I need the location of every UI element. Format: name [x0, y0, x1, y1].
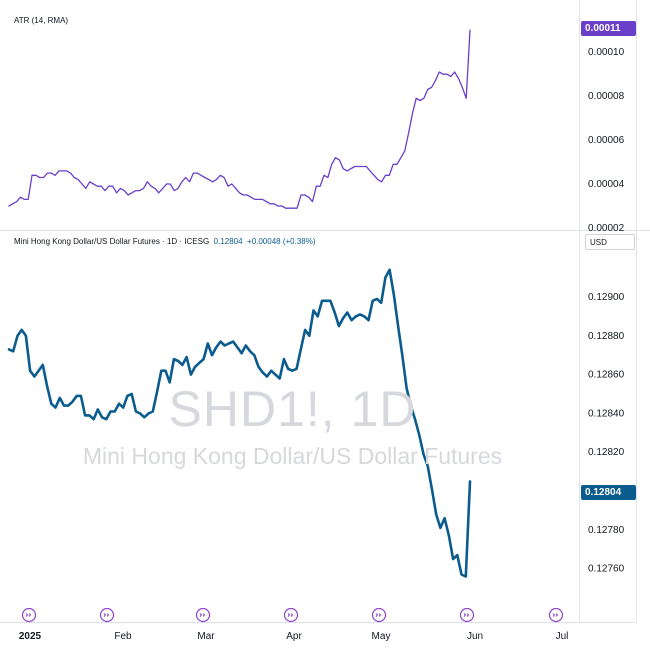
atr-axis-tick-label: 0.00006	[588, 135, 625, 146]
atr-price-axis[interactable]: 0.00010 0.00008 0.00006 0.00004 0.00002	[588, 47, 625, 234]
time-axis-label: Mar	[197, 631, 215, 642]
change-legend: +0.00048 (+0.38%)	[247, 237, 316, 246]
time-axis-label: 2025	[19, 631, 42, 642]
price-last-value-tag: 0.12804	[581, 485, 636, 500]
price-line	[7, 268, 472, 578]
currency-button[interactable]: USD	[585, 234, 635, 250]
atr-line	[8, 29, 471, 209]
atr-axis-tick-label: 0.00004	[588, 179, 625, 190]
time-axis-label: Jul	[556, 631, 569, 642]
event-icon[interactable]	[283, 607, 299, 623]
event-icon[interactable]	[195, 607, 211, 623]
event-icon[interactable]	[459, 607, 475, 623]
event-icon[interactable]	[371, 607, 387, 623]
time-axis-label: Jun	[467, 631, 483, 642]
last-price-legend: 0.12804	[213, 237, 243, 246]
event-icon[interactable]	[99, 607, 115, 623]
event-icon[interactable]	[548, 607, 564, 623]
time-axis-label: May	[372, 631, 391, 642]
atr-axis-tick-label: 0.00008	[588, 91, 625, 102]
price-series	[7, 268, 472, 578]
atr-axis-tick-label: 0.00002	[588, 223, 625, 234]
price-axis-tick-label: 0.12840	[588, 408, 625, 419]
atr-axis-tick-label: 0.00010	[588, 47, 625, 58]
atr-legend[interactable]: ATR (14, RMA)	[14, 16, 69, 25]
atr-last-value-tag: 0.00011	[581, 21, 636, 36]
time-axis-label: Feb	[114, 631, 132, 642]
time-axis[interactable]: 2025 Feb Mar Apr May Jun Jul	[19, 631, 569, 642]
instrument-title: Mini Hong Kong Dollar/US Dollar Futures …	[14, 237, 210, 246]
watermark-name: Mini Hong Kong Dollar/US Dollar Futures	[82, 443, 503, 469]
event-icon[interactable]	[21, 607, 37, 623]
price-axis-tick-label: 0.12900	[588, 292, 625, 303]
time-axis-label: Apr	[286, 631, 302, 642]
price-axis-tick-label: 0.12880	[588, 331, 625, 342]
event-icons[interactable]	[21, 607, 564, 623]
main-price-axis[interactable]: 0.12900 0.12880 0.12860 0.12840 0.12820 0.127…	[588, 292, 625, 575]
price-axis-tick-label: 0.12760	[588, 564, 625, 575]
instrument-legend[interactable]: Mini Hong Kong Dollar/US Dollar Futures …	[14, 237, 316, 246]
watermark-symbol: SHD1!, 1D	[168, 381, 417, 437]
price-axis-tick-label: 0.12780	[588, 525, 625, 536]
price-axis-tick-label: 0.12860	[588, 370, 625, 381]
atr-series	[8, 29, 471, 209]
price-axis-tick-label: 0.12820	[588, 447, 625, 458]
